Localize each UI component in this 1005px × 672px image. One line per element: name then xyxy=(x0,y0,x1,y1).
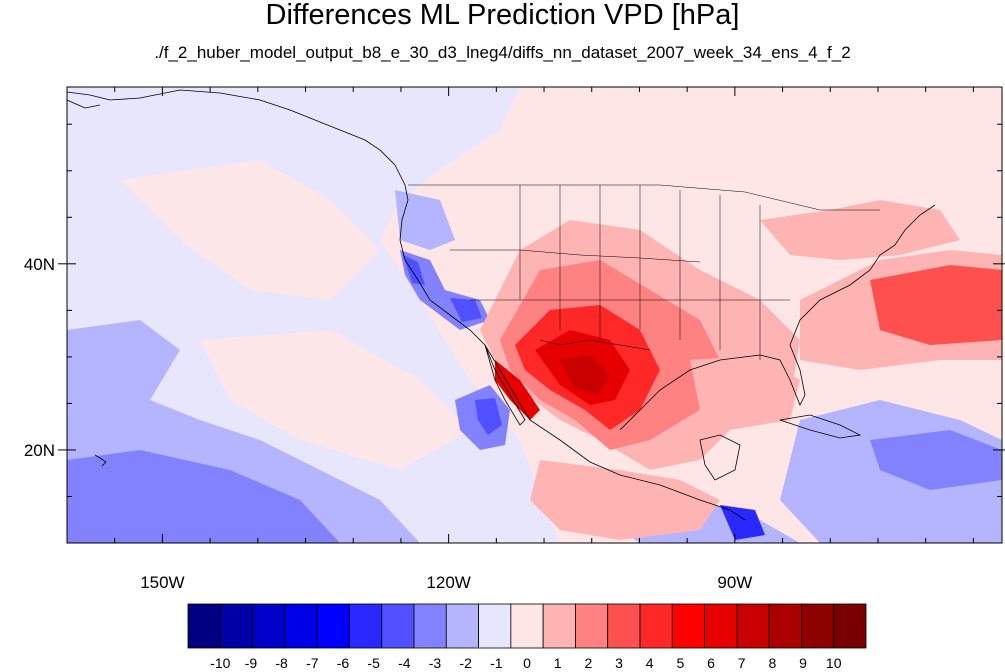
positive-gulf xyxy=(690,355,800,430)
colorbar-swatch xyxy=(639,603,673,649)
negative-baja-core xyxy=(475,398,502,435)
cuba-coastline xyxy=(779,414,862,439)
colorbar-label: 8 xyxy=(768,655,776,671)
colorbar-swatch xyxy=(316,603,350,649)
colorbar-label: 5 xyxy=(676,655,684,671)
colorbar-swatch xyxy=(607,603,641,649)
colorbar-swatch xyxy=(252,603,286,649)
colorbar-swatch xyxy=(413,603,447,649)
positive-south-mexico xyxy=(530,460,720,540)
us-mexico-border xyxy=(539,339,651,351)
colorbar: -10 -9 -8 -7 -6 -5 -4 -3 -2 -1 0 1 2 3 4 5 6 7 8 9 10 xyxy=(187,603,867,671)
colorbar-label: 7 xyxy=(738,655,746,671)
colorbar-label: -5 xyxy=(367,655,380,671)
east-coastline xyxy=(619,204,936,431)
lon-tick-label: 90W xyxy=(717,573,752,592)
colorbar-swatch xyxy=(381,603,415,649)
colorbar-label: -6 xyxy=(337,655,350,671)
negative-socal-core xyxy=(450,298,482,322)
colorbar-label: 4 xyxy=(646,655,654,671)
positive-northeast xyxy=(760,200,960,260)
colorbar-swatch xyxy=(704,603,738,649)
colorbar-label: -7 xyxy=(306,655,319,671)
colorbar-label: 6 xyxy=(707,655,715,671)
lon-tick-label: 120W xyxy=(426,573,470,592)
pacific-weak-positive-south xyxy=(200,330,470,470)
lat-tick-label: 40N xyxy=(24,255,55,274)
alaska-coastline xyxy=(67,89,396,166)
colorbar-label: 10 xyxy=(826,655,842,671)
lon-tick-label: 150W xyxy=(140,573,184,592)
colorbar-swatch xyxy=(187,603,221,649)
colorbar-swatch xyxy=(736,603,770,649)
colorbar-label: 2 xyxy=(584,655,592,671)
map-subtitle: ./f_2_huber_model_output_b8_e_30_d3_lneg… xyxy=(154,43,851,62)
coastlines xyxy=(67,89,936,521)
negative-sw-pacific-strong xyxy=(67,450,340,543)
colorbar-label: -10 xyxy=(210,655,230,671)
positive-southwest-peak xyxy=(560,355,610,395)
colorbar-swatch xyxy=(801,603,835,649)
alaska-coastline-west xyxy=(67,99,101,109)
colorbar-label: 1 xyxy=(554,655,562,671)
plot-frame xyxy=(66,86,1003,544)
colorbar-swatch xyxy=(219,603,253,649)
positive-gulf-california xyxy=(495,360,540,420)
axes: 150W 120W 90W 20N 40N xyxy=(24,87,1005,592)
lat-tick-label: 20N xyxy=(24,441,55,460)
colorbar-label: 9 xyxy=(799,655,807,671)
colorbar-swatch xyxy=(671,603,705,649)
colorbar-label: -4 xyxy=(398,655,411,671)
colorbar-swatch xyxy=(478,603,512,649)
yucatan-coastline xyxy=(699,434,741,481)
colorbar-swatch xyxy=(284,603,318,649)
negative-caribbean-strong xyxy=(870,430,1002,490)
pacific-weak-positive xyxy=(120,160,380,300)
negative-central-america-core xyxy=(720,505,765,540)
map-title: Differences ML Prediction VPD [hPa] xyxy=(265,0,740,31)
state-borders xyxy=(408,184,880,360)
positive-atlantic-core xyxy=(870,265,1002,345)
colorbar-label: 3 xyxy=(615,655,623,671)
border-line-3 xyxy=(519,185,761,360)
hawaii-coastline xyxy=(94,454,107,467)
baja-coastline xyxy=(484,344,526,426)
colorbar-swatch xyxy=(768,603,802,649)
colorbar-swatch xyxy=(542,603,576,649)
canada-border xyxy=(408,184,880,211)
negative-pacific-northwest xyxy=(395,190,455,250)
border-line-1 xyxy=(450,249,701,263)
colorbar-label: -8 xyxy=(275,655,288,671)
colorbar-swatch xyxy=(833,603,867,649)
colorbar-swatch xyxy=(445,603,479,649)
colorbar-label: -3 xyxy=(429,655,442,671)
colorbar-swatch xyxy=(510,603,544,649)
colorbar-swatch xyxy=(575,603,609,649)
negative-california-core xyxy=(403,255,425,285)
colorbar-label: -2 xyxy=(459,655,472,671)
colorbar-label: 0 xyxy=(523,655,531,671)
colorbar-label: -9 xyxy=(245,655,258,671)
colorbar-label: -1 xyxy=(490,655,503,671)
contour-field xyxy=(67,87,1002,543)
colorbar-swatch xyxy=(349,603,383,649)
